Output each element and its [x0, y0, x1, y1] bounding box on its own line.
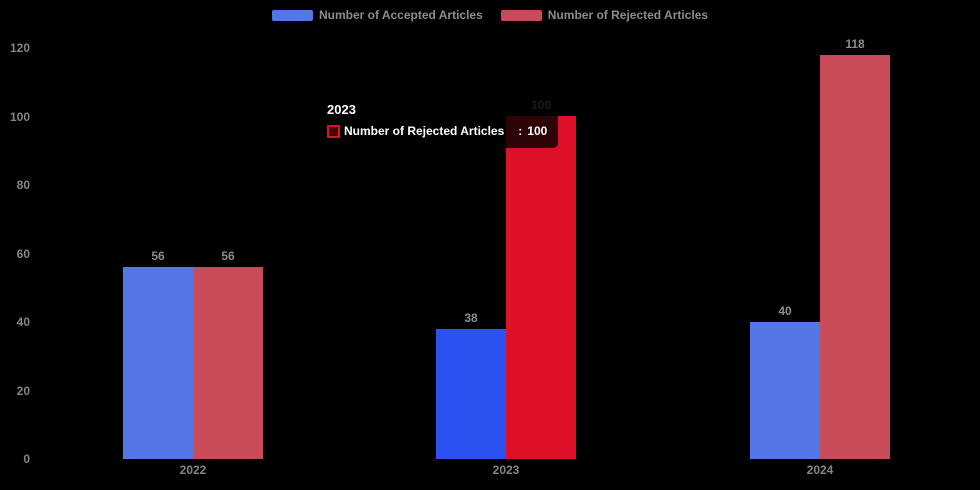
- bar-rejected-2023[interactable]: [506, 116, 576, 459]
- x-axis-label: 2022: [179, 463, 207, 477]
- legend-item-accepted[interactable]: Number of Accepted Articles: [271, 8, 483, 22]
- bar-value-label: 118: [845, 37, 865, 51]
- legend-swatch-rejected-icon: [500, 9, 542, 21]
- x-axis-label: 2023: [492, 463, 520, 477]
- y-axis-tick-label: 120: [9, 41, 30, 55]
- bar-value-label: 56: [221, 249, 235, 263]
- legend-label-accepted: Number of Accepted Articles: [318, 8, 483, 22]
- bar-value-label: 40: [778, 304, 792, 318]
- y-axis-tick-label: 40: [16, 315, 30, 329]
- bar-value-label: 38: [464, 311, 478, 325]
- y-axis-tick-label: 80: [16, 178, 30, 192]
- bar-rejected-2024[interactable]: [820, 55, 890, 459]
- x-axis-label: 2024: [806, 463, 834, 477]
- y-axis-tick-label: 20: [16, 383, 30, 398]
- y-axis-tick-label: 60: [16, 246, 30, 261]
- bar-value-label: 100: [530, 98, 552, 112]
- legend-swatch-accepted-icon: [271, 9, 313, 21]
- legend: Number of Accepted Articles Number of Re…: [0, 8, 980, 22]
- bar-accepted-2023[interactable]: [436, 329, 506, 459]
- legend-label-rejected: Number of Rejected Articles: [547, 8, 709, 22]
- bar-accepted-2022[interactable]: [123, 267, 193, 459]
- bar-accepted-2024[interactable]: [750, 322, 820, 459]
- y-axis-tick-label: 100: [9, 109, 30, 124]
- bar-value-label: 56: [151, 249, 165, 263]
- y-axis-tick-label: 0: [23, 452, 30, 466]
- legend-item-rejected[interactable]: Number of Rejected Articles: [500, 8, 709, 22]
- bar-rejected-2022[interactable]: [193, 267, 263, 459]
